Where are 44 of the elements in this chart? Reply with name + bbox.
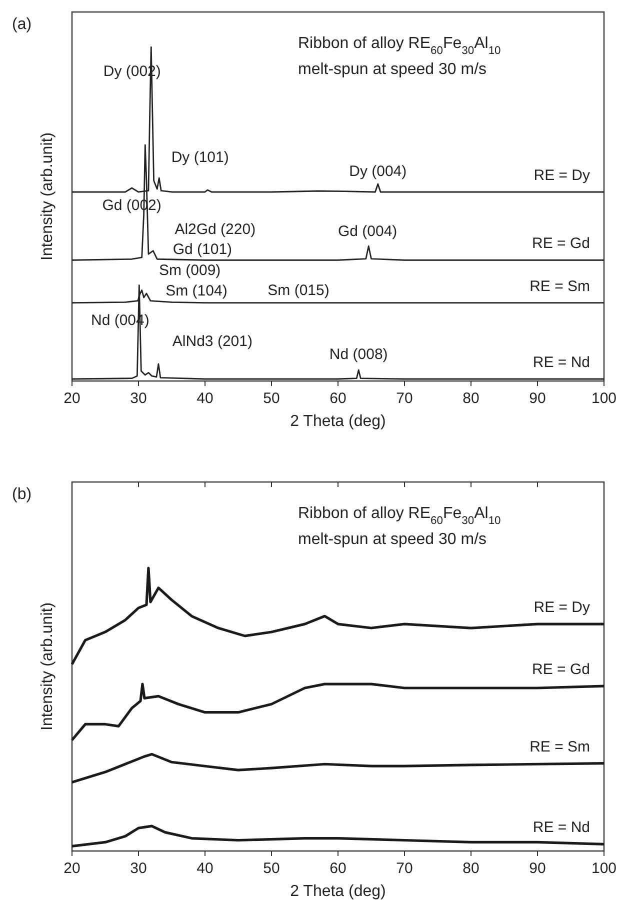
annotation: Gd (101): [172, 241, 232, 258]
annotation: Dy (004): [349, 162, 407, 180]
chart-title: (b): [12, 486, 32, 503]
chart-subtitle: Ribbon of alloy RE$_{60}$Fe$_{30}$Al$_{10}$ melt-spun at speed 30 m/s: [298, 35, 501, 78]
series-label: RE = Dy: [534, 599, 590, 616]
x-tick-label: 70: [396, 390, 413, 407]
annotation: Sm (015): [268, 282, 330, 299]
chart-subtitle: Ribbon of alloy RE$_{60}$Fe$_{30}$Al$_{10}$ melt-spun at speed 30 m/s: [298, 505, 501, 548]
x-axis-title: 2 Theta (deg): [290, 413, 386, 430]
x-tick-label: 70: [396, 860, 413, 877]
x-tick-label: 50: [263, 390, 280, 407]
annotation: Sm (104): [166, 282, 228, 300]
series-label: RE = Sm: [530, 738, 590, 756]
x-tick-label: 20: [64, 390, 80, 407]
annotation: Dy (101): [171, 148, 229, 166]
series-label: RE = Nd: [532, 354, 590, 371]
y-axis-title: Intensity (arb.unit): [39, 132, 56, 261]
series-label: RE = Sm: [530, 278, 590, 295]
series-label: RE = Gd: [532, 235, 590, 252]
y-axis-title: Intensity (arb.unit): [39, 602, 56, 731]
x-axis-title: 2 Theta (deg): [290, 883, 386, 900]
x-tick-label: 100: [591, 390, 617, 407]
x-tick-label: 30: [130, 390, 147, 407]
x-tick-label: 100: [591, 860, 617, 877]
x-tick-label: 80: [462, 390, 480, 407]
series-label: RE = Nd: [532, 819, 590, 836]
series-label: RE = Dy: [534, 166, 590, 184]
series-label: RE = Gd: [532, 661, 590, 678]
x-tick-label: 60: [330, 390, 346, 407]
x-tick-label: 90: [529, 860, 546, 877]
annotation: AlNd3 (201): [172, 332, 252, 350]
x-tick-label: 30: [130, 860, 147, 877]
x-tick-label: 50: [263, 860, 280, 877]
chart-title: (a): [12, 16, 32, 33]
annotation: Sm (009): [158, 262, 221, 280]
x-tick-label: 60: [330, 860, 346, 877]
x-tick-label: 20: [64, 860, 80, 877]
annotation: Nd (008): [329, 346, 388, 363]
annotation: Gd (004): [338, 223, 398, 240]
x-tick-label: 40: [196, 860, 214, 877]
annotation: Al2Gd (220): [174, 220, 256, 238]
x-tick-label: 80: [462, 860, 480, 877]
x-tick-label: 90: [529, 390, 546, 407]
x-tick-label: 40: [196, 390, 214, 407]
